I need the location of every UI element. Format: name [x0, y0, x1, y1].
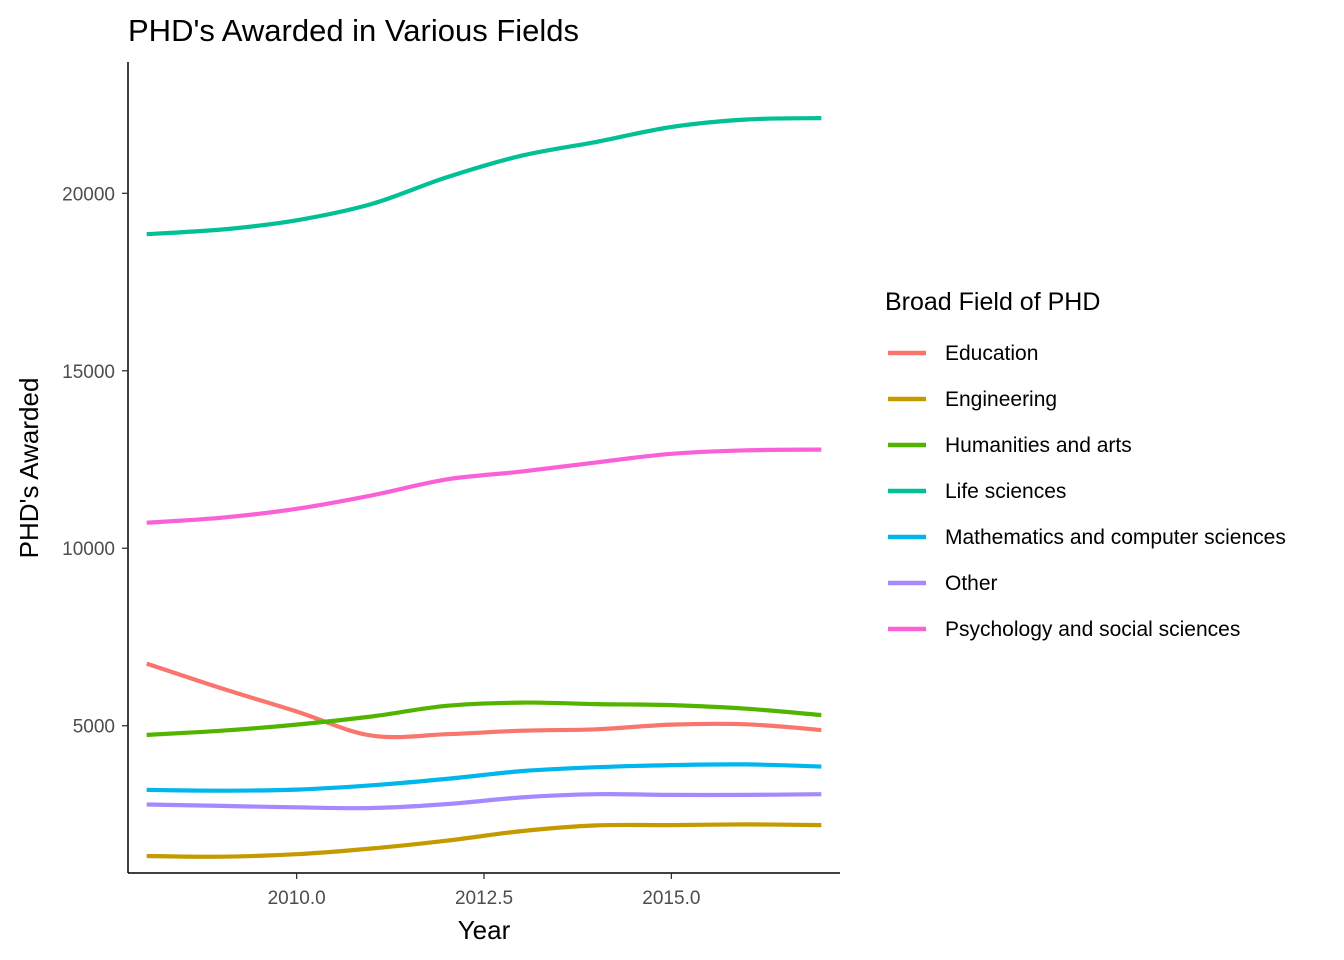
y-tick-label: 20000	[62, 184, 115, 205]
legend-item: Psychology and social sciences	[888, 618, 1240, 641]
legend-label: Mathematics and computer sciences	[945, 526, 1286, 549]
legend-items: Education Engineering Humanities and arts L…	[888, 342, 1286, 641]
legend: Broad Field of PHD Education Engineering H…	[885, 288, 1286, 641]
legend-label: Humanities and arts	[945, 434, 1132, 457]
legend-item: Mathematics and computer sciences	[888, 526, 1286, 549]
x-tick-label: 2010.0	[268, 888, 326, 909]
y-tick-label: 5000	[73, 717, 115, 738]
legend-item: Other	[888, 572, 998, 595]
series-line-6	[146, 792, 822, 811]
legend-item: Humanities and arts	[888, 434, 1132, 457]
series-line-2	[146, 822, 822, 859]
chart-title: PHD's Awarded in Various Fields	[128, 13, 579, 48]
legend-item: Engineering	[888, 388, 1057, 411]
legend-label: Education	[945, 342, 1038, 365]
y-tick-label: 10000	[62, 539, 115, 560]
legend-item: Life sciences	[888, 480, 1066, 503]
y-axis-title: PHD's Awarded	[14, 378, 44, 559]
series-line-3	[146, 700, 822, 737]
legend-label: Life sciences	[945, 480, 1066, 503]
y-tick-label: 15000	[62, 362, 115, 383]
series-line-5	[146, 762, 822, 793]
series-line-4	[146, 116, 822, 237]
legend-label: Psychology and social sciences	[945, 618, 1240, 641]
y-axis-ticks: 5000 10000 15000 20000	[62, 184, 128, 738]
legend-label: Other	[945, 572, 998, 595]
series-layer	[146, 116, 822, 859]
series-line-7	[146, 447, 822, 525]
legend-title: Broad Field of PHD	[885, 288, 1100, 316]
legend-item: Education	[888, 342, 1038, 365]
x-tick-label: 2015.0	[642, 888, 700, 909]
x-tick-label: 2012.5	[455, 888, 513, 909]
legend-label: Engineering	[945, 388, 1057, 411]
x-axis-title: Year	[458, 915, 511, 945]
x-axis-ticks: 2010.0 2012.5 2015.0	[268, 873, 700, 909]
series-line-1	[146, 661, 822, 740]
